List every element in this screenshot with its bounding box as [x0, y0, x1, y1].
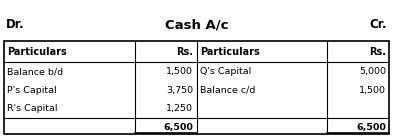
Text: Particulars: Particulars [200, 47, 259, 57]
Text: 5,000: 5,000 [359, 67, 386, 76]
Text: Rs.: Rs. [369, 47, 386, 57]
Text: Cash A/c: Cash A/c [165, 18, 228, 32]
Bar [4, 41, 389, 134]
Text: 1,500: 1,500 [166, 67, 193, 76]
Text: Balance c/d: Balance c/d [200, 86, 255, 95]
Text: 1,500: 1,500 [359, 86, 386, 95]
Text: 3,750: 3,750 [166, 86, 193, 95]
Text: Balance b/d: Balance b/d [7, 67, 63, 76]
Text: Particulars: Particulars [7, 47, 67, 57]
Text: P's Capital: P's Capital [7, 86, 57, 95]
Text: Dr.: Dr. [6, 18, 24, 32]
Text: Rs.: Rs. [176, 47, 193, 57]
Text: 6,500: 6,500 [163, 123, 193, 132]
Text: 1,250: 1,250 [166, 104, 193, 113]
Text: 6,500: 6,500 [356, 123, 386, 132]
Text: Q's Capital: Q's Capital [200, 67, 251, 76]
Text: Cr.: Cr. [369, 18, 387, 32]
Text: R's Capital: R's Capital [7, 104, 57, 113]
